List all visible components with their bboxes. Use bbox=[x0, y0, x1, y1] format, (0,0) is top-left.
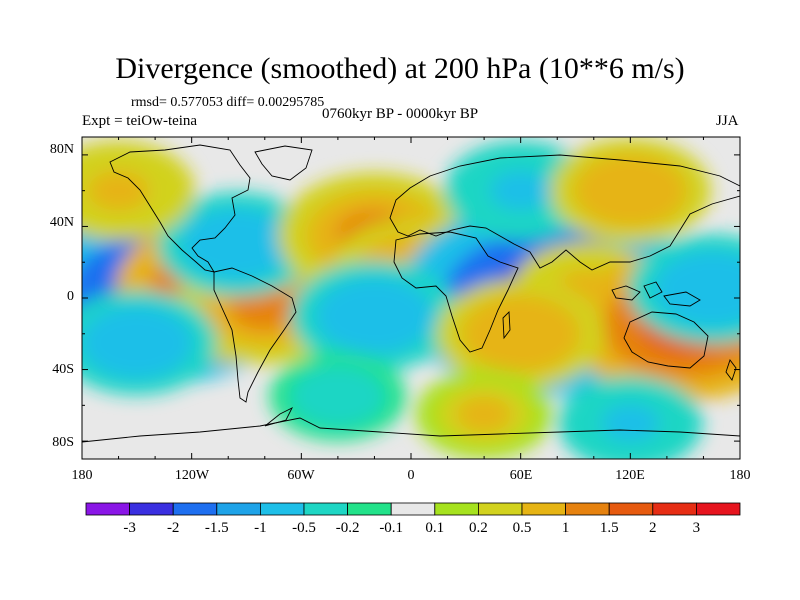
divergence-anomaly bbox=[340, 293, 409, 338]
divergence-anomaly bbox=[456, 396, 512, 433]
y-tick-label: 80S bbox=[52, 435, 74, 450]
colorbar-swatch bbox=[347, 502, 392, 516]
coastlines bbox=[82, 144, 740, 443]
colorbar-label: 0.1 bbox=[425, 520, 445, 536]
colorbar-swatch bbox=[390, 502, 436, 516]
colorbar-swatch bbox=[608, 502, 654, 516]
colorbar-swatch bbox=[521, 502, 566, 516]
colorbar-swatch bbox=[303, 502, 348, 516]
colorbar-swatch bbox=[172, 502, 218, 516]
divergence-anomaly bbox=[598, 169, 663, 212]
x-tick-label: 60W bbox=[287, 468, 315, 483]
divergence-anomaly bbox=[601, 404, 660, 443]
divergence-anomaly bbox=[310, 378, 366, 415]
colorbar-label: 0.2 bbox=[469, 520, 488, 536]
colorbar bbox=[85, 502, 741, 516]
colorbar-swatch bbox=[652, 502, 697, 516]
colorbar-swatch bbox=[129, 502, 174, 516]
colorbar-swatch bbox=[85, 502, 130, 516]
x-tick-label: 0 bbox=[407, 468, 415, 483]
colorbar-swatch bbox=[477, 502, 523, 516]
colorbar-label: 3 bbox=[692, 520, 701, 536]
stats-line: rmsd= 0.577053 diff= 0.00295785 bbox=[131, 95, 325, 110]
colorbar-label: -0.5 bbox=[292, 520, 316, 536]
divergence-anomaly bbox=[87, 170, 150, 211]
colorbar-label: -1 bbox=[254, 520, 267, 536]
divergence-anomaly bbox=[678, 267, 740, 312]
colorbar-label: -0.2 bbox=[335, 520, 360, 536]
y-tick-label: 0 bbox=[67, 289, 74, 304]
season-label: JJA bbox=[716, 113, 739, 129]
period-label: 0760kyr BP - 0000kyr BP bbox=[322, 106, 479, 122]
colorbar-swatch bbox=[434, 502, 479, 516]
colorbar-swatch bbox=[696, 502, 741, 516]
colorbar-label: 0.5 bbox=[512, 520, 532, 536]
divergence-field bbox=[82, 138, 740, 459]
experiment-label: Expt = teiOw-teina bbox=[82, 113, 198, 129]
divergence-anomaly bbox=[104, 321, 170, 364]
colorbar-label: 1.5 bbox=[599, 520, 619, 536]
x-tick-label: 180 bbox=[729, 468, 751, 483]
x-tick-label: 180 bbox=[71, 468, 93, 483]
y-tick-label: 40S bbox=[52, 362, 74, 377]
x-tick-label: 120E bbox=[615, 468, 645, 483]
axis-ticks bbox=[81, 137, 741, 459]
colorbar-label: -0.1 bbox=[379, 520, 404, 536]
x-tick-label: 120W bbox=[174, 468, 210, 483]
colorbar-label: -2 bbox=[166, 520, 180, 536]
x-tick-label: 60E bbox=[509, 468, 533, 483]
divergence-anomaly bbox=[490, 170, 552, 211]
divergence-anomaly bbox=[486, 311, 555, 356]
y-tick-label: 80N bbox=[49, 142, 74, 157]
colorbar-label: 2 bbox=[649, 520, 657, 536]
colorbar-swatch bbox=[216, 502, 261, 516]
colorbar-label: -1.5 bbox=[204, 520, 229, 536]
colorbar-swatch bbox=[565, 502, 610, 516]
chart-title: Divergence (smoothed) at 200 hPa (10**6 … bbox=[115, 52, 685, 85]
colorbar-swatch bbox=[259, 502, 305, 516]
colorbar-label: -3 bbox=[123, 520, 136, 536]
divergence-anomaly bbox=[205, 223, 270, 266]
colorbar-label: 1 bbox=[561, 520, 570, 536]
y-tick-label: 40N bbox=[49, 215, 74, 230]
